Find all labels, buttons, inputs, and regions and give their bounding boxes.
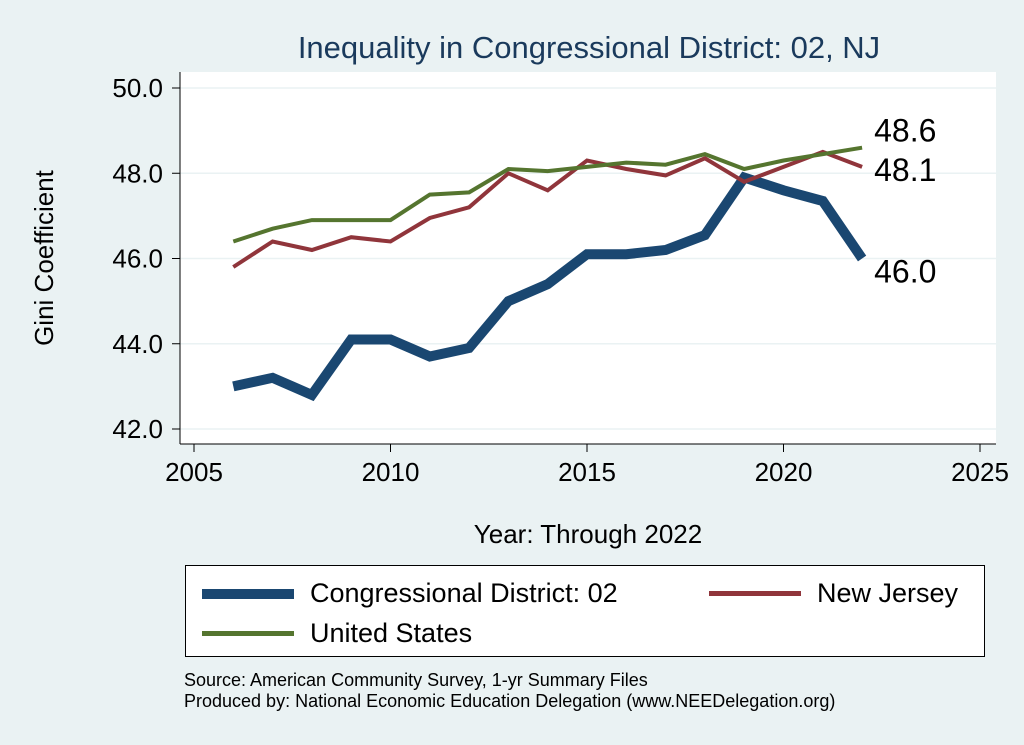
- y-tick-label: 42.0: [112, 414, 163, 444]
- legend-swatch-us: [202, 631, 294, 636]
- chart-title: Inequality in Congressional District: 02…: [298, 30, 880, 65]
- source-notes: Source: American Community Survey, 1-yr …: [184, 670, 835, 712]
- end-labels: 46.0 48.148.6: [874, 113, 936, 290]
- source-line: Source: American Community Survey, 1-yr …: [184, 670, 648, 690]
- x-tick-label: 2015: [558, 457, 616, 487]
- series-layer: [232, 145, 867, 402]
- legend-label-district: Congressional District: 02: [310, 578, 618, 608]
- producer-line: Produced by: National Economic Education…: [184, 691, 836, 711]
- end-label-district: 46.0: [874, 254, 936, 290]
- axes: 42.0 44.0 46.0 48.0 50.0 2005 2010 2015 2020 2025: [112, 72, 1009, 487]
- series-line-state: [232, 149, 863, 269]
- x-tick-label: 2005: [165, 457, 223, 487]
- legend-label-state: New Jersey: [817, 578, 959, 608]
- y-axis-title: Gini Coefficient: [29, 169, 59, 346]
- legend-item-district: Congressional District: 02: [202, 578, 618, 609]
- legend-swatch-district: [202, 588, 294, 599]
- legend-item-us: United States: [202, 618, 472, 649]
- y-tick-label: 46.0: [112, 244, 163, 274]
- legend-swatch-state: [709, 591, 801, 596]
- legend: Congressional District: 02 New Jersey Un…: [185, 565, 985, 657]
- y-tick-label: 48.0: [112, 158, 163, 188]
- y-tick-label: 44.0: [112, 329, 163, 359]
- series-line-us: [232, 145, 863, 244]
- x-tick-label: 2020: [755, 457, 813, 487]
- x-tick-label: 2010: [362, 457, 420, 487]
- legend-item-state: New Jersey: [709, 578, 958, 609]
- end-label-state: 48.1: [874, 152, 936, 188]
- legend-label-us: United States: [310, 618, 473, 648]
- x-axis-title: Year: Through 2022: [474, 519, 702, 549]
- chart: Inequality in Congressional District: 02…: [29, 30, 1009, 549]
- x-tick-label: 2025: [951, 457, 1009, 487]
- series-line-district: [232, 171, 867, 402]
- end-label-us: 48.6: [874, 113, 936, 149]
- y-tick-label: 50.0: [112, 73, 163, 103]
